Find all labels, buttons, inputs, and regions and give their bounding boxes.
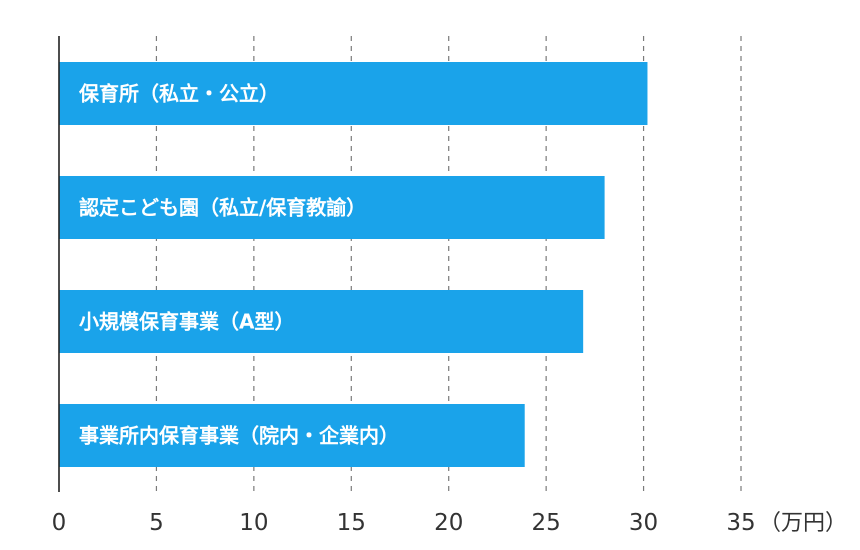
x-tick-label-25: 25 <box>532 510 561 536</box>
x-tick-label-15: 15 <box>337 510 366 536</box>
x-tick-label-30: 30 <box>629 510 658 536</box>
bar-label-4: 事業所内保育事業（院内・企業内） <box>79 424 399 448</box>
bar-layer: 保育所（私立・公立） 認定こども園（私立/保育教諭） 小規模保育事業（A型） 事業所内… <box>59 62 648 467</box>
bar-4 <box>59 404 525 467</box>
x-tick-label-5: 5 <box>149 510 164 536</box>
bar-1 <box>59 62 648 125</box>
bar-label-1: 保育所（私立・公立） <box>78 82 279 106</box>
bar-label-2: 認定こども園（私立/保育教諭） <box>79 196 366 220</box>
x-tick-label-0: 0 <box>52 510 67 536</box>
x-axis-unit-label: （万円） <box>759 511 847 536</box>
bar-3 <box>59 290 584 353</box>
x-tick-label-10: 10 <box>239 510 268 536</box>
x-tick-label-35: 35 <box>726 510 755 536</box>
bar-label-3: 小規模保育事業（A型） <box>79 310 294 334</box>
x-axis-tick-labels: 0 5 10 15 20 25 30 35 <box>52 510 756 536</box>
x-tick-label-20: 20 <box>434 510 463 536</box>
bar-2 <box>59 176 605 239</box>
